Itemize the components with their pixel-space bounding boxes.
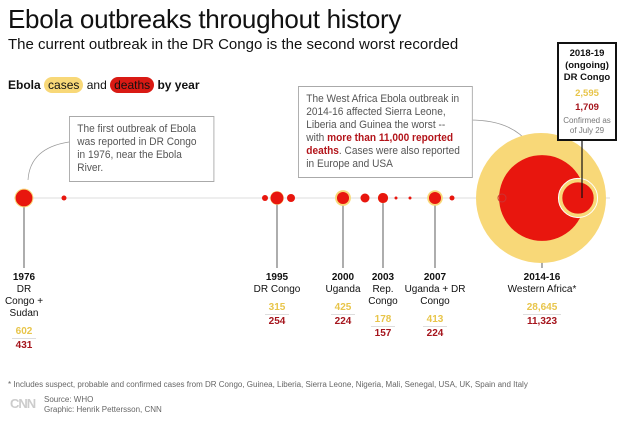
source-credit: Source: WHO Graphic: Henrik Pettersson, … (44, 395, 162, 415)
current-place: DR Congo (563, 72, 611, 83)
outbreak-place: DR Congo (253, 284, 301, 295)
outbreak-cases: 178 (374, 314, 392, 325)
outbreak-label: 1976 DR Congo + Sudan 602 431 (0, 272, 59, 352)
deaths-bubble (560, 180, 596, 216)
current-cases: 2,595 (575, 88, 599, 99)
current-deaths: 1,709 (575, 102, 599, 113)
outbreak-deaths: 224 (330, 314, 356, 328)
legend-deaths: deaths (110, 77, 155, 93)
outbreak-cases: 602 (15, 326, 33, 337)
outbreak-year: 2000 (331, 272, 355, 283)
deaths-bubble (377, 192, 389, 204)
outbreak-cases: 28,645 (526, 302, 558, 313)
legend-suffix: by year (157, 78, 200, 92)
outbreak-label: 2007 Uganda + DR Congo 413 224 (400, 272, 470, 340)
deaths-bubble (428, 191, 442, 205)
page-title: Ebola outbreaks throughout history (8, 4, 402, 34)
subtitle: The current outbreak in the DR Congo is … (8, 36, 459, 53)
outbreak-place: Uganda + DR Congo (404, 284, 466, 307)
deaths-bubble (270, 191, 284, 205)
deaths-bubble (336, 191, 350, 205)
outbreak-label: 2003 Rep. Congo 178 157 (348, 272, 418, 340)
outbreak-cases: 315 (268, 302, 286, 313)
outbreak-label: 2014-16 Western Africa* 28,645 11,323 (507, 272, 577, 328)
annotation-connector (27, 141, 70, 181)
outbreak-cases: 425 (334, 302, 352, 313)
legend: Ebola cases and deaths by year (8, 77, 200, 93)
footnote: * Includes suspect, probable and confirm… (8, 380, 528, 389)
minor-outbreak-dot (408, 196, 412, 200)
annotation-1976: The first outbreak of Ebola was reported… (69, 116, 215, 182)
outbreak-deaths: 157 (370, 326, 396, 340)
outbreak-year: 2014-16 (523, 272, 561, 283)
credit: Graphic: Henrik Pettersson, CNN (44, 405, 162, 414)
annotation-2014: The West Africa Ebola outbreak in 2014-1… (298, 86, 473, 178)
current-status: (ongoing) (565, 60, 609, 71)
outbreak-year: 2007 (423, 272, 447, 283)
legend-prefix: Ebola (8, 78, 41, 92)
outbreak-year: 1976 (12, 272, 36, 283)
annotation-text-end: . Cases were also reported in Europe and… (306, 145, 460, 170)
legend-cases: cases (44, 77, 84, 93)
minor-outbreak-dot (360, 193, 370, 203)
minor-outbreak-dot (497, 193, 507, 203)
minor-outbreak-dot (394, 196, 398, 200)
minor-outbreak-dot (262, 195, 268, 201)
outbreak-deaths: 11,323 (522, 314, 562, 328)
current-year: 2018-19 (569, 48, 605, 59)
current-confirmed: Confirmed as of July 29 (563, 116, 611, 135)
minor-outbreak-dot (449, 195, 455, 201)
outbreak-place: DR Congo + Sudan (4, 284, 44, 319)
outbreak-deaths: 224 (422, 326, 448, 340)
outbreak-place: Rep. Congo (368, 284, 398, 307)
source: Source: WHO (44, 395, 94, 404)
deaths-bubble (15, 189, 33, 207)
outbreak-year: 1995 (265, 272, 289, 283)
minor-outbreak-dot (287, 194, 295, 202)
outbreak-deaths: 431 (11, 338, 37, 352)
deaths-bubble (499, 155, 585, 241)
outbreak-cases: 413 (426, 314, 444, 325)
minor-outbreak-dot (61, 195, 67, 201)
outbreak-place: Western Africa* (507, 284, 577, 295)
outbreak-year: 2003 (371, 272, 395, 283)
legend-and: and (86, 78, 107, 92)
current-outbreak-box: 2018-19 (ongoing) DR Congo 2,595 1,709 C… (557, 42, 617, 141)
annotation-highlight: more than 11,000 reported deaths (306, 132, 454, 157)
cnn-logo: CNN (10, 396, 36, 411)
outbreak-label: 1995 DR Congo 315 254 (242, 272, 312, 328)
outbreak-deaths: 254 (264, 314, 290, 328)
outbreak-place: Uganda (325, 284, 361, 295)
annotation-text: The West Africa Ebola outbreak in 2014-1… (306, 93, 460, 144)
outbreak-label: 2000 Uganda 425 224 (308, 272, 378, 328)
